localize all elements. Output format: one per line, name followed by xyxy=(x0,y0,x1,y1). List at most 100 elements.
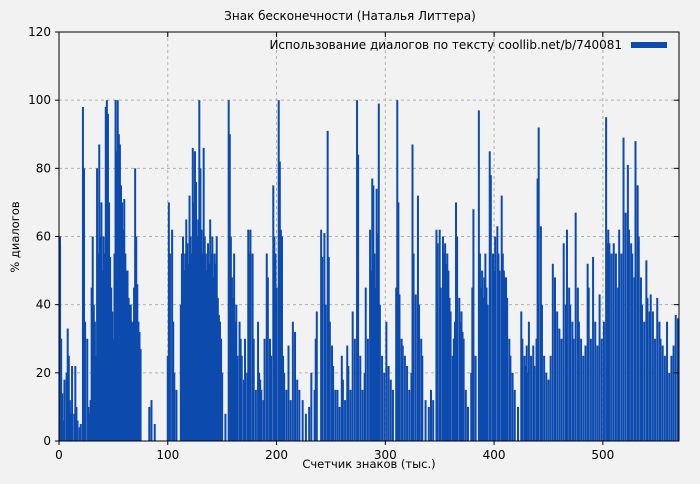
impulse-bar xyxy=(436,243,439,441)
impulse-bar xyxy=(314,338,317,441)
impulse-bar xyxy=(656,297,659,441)
impulse-bar xyxy=(661,345,664,441)
impulse-bar xyxy=(239,338,242,441)
impulse-bar xyxy=(175,389,178,441)
impulse-bar xyxy=(572,338,575,441)
impulse-bar xyxy=(582,355,585,441)
impulse-bar xyxy=(224,413,227,441)
legend-label: Использование диалогов по тексту coollib… xyxy=(269,38,622,52)
x-tick-label: 100 xyxy=(156,448,179,462)
impulse-bar xyxy=(120,185,122,441)
impulse-bar xyxy=(627,229,630,441)
impulse-bar xyxy=(586,263,589,441)
impulse-bar xyxy=(389,379,392,441)
impulse-bar xyxy=(275,287,278,441)
impulse-bar xyxy=(633,277,636,441)
impulse-bar xyxy=(270,355,273,441)
impulse-bar xyxy=(376,233,379,441)
impulse-bar xyxy=(668,372,671,441)
impulse-bar xyxy=(375,188,378,441)
impulse-bar xyxy=(324,304,327,441)
impulse-bar xyxy=(96,168,99,442)
impulse-bar xyxy=(455,202,458,441)
impulse-bar xyxy=(521,338,524,441)
impulse-bar xyxy=(287,345,290,441)
x-tick-label: 0 xyxy=(55,448,63,462)
impulse-bar xyxy=(207,243,210,441)
impulse-bar xyxy=(88,413,91,441)
impulse-bar xyxy=(527,321,530,441)
impulse-bar xyxy=(172,321,175,441)
impulse-bar xyxy=(190,253,193,441)
impulse-bar xyxy=(462,338,465,441)
impulse-bar xyxy=(598,294,601,441)
impulse-bar xyxy=(564,304,567,441)
impulse-bar xyxy=(171,229,174,441)
impulse-bar xyxy=(439,287,442,441)
impulse-bar xyxy=(320,229,323,441)
impulse-bar xyxy=(525,345,528,441)
impulse-bar xyxy=(111,311,114,441)
impulse-bar xyxy=(71,366,74,441)
impulse-bar xyxy=(200,229,203,441)
impulse-bar xyxy=(197,219,200,441)
impulse-bar xyxy=(474,355,477,441)
impulse-bar xyxy=(383,372,386,441)
impulse-bar xyxy=(78,427,81,441)
impulse-bar xyxy=(494,236,497,441)
impulse-bar xyxy=(313,389,316,441)
impulse-bar xyxy=(357,154,360,441)
impulse-bar xyxy=(213,253,216,441)
impulse-bar xyxy=(630,243,633,441)
impulse-bar xyxy=(396,100,399,442)
impulse-bar xyxy=(249,229,252,441)
impulse-bar xyxy=(398,294,401,441)
impulse-bar xyxy=(289,400,292,441)
impulse-bar xyxy=(92,304,95,441)
impulse-bar xyxy=(478,253,481,441)
impulse-bar xyxy=(543,355,546,441)
impulse-bar xyxy=(400,338,403,441)
impulse-bar xyxy=(94,355,97,441)
impulse-bar xyxy=(168,253,171,441)
impulse-bar xyxy=(323,233,326,441)
y-tick-label: 120 xyxy=(28,25,51,39)
impulse-bar xyxy=(556,311,559,441)
impulse-bar xyxy=(128,304,131,441)
impulse-bar xyxy=(449,311,452,441)
impulse-bar xyxy=(280,236,283,441)
impulse-bar xyxy=(121,202,124,441)
impulse-bar xyxy=(189,236,192,441)
impulse-bar xyxy=(198,100,201,442)
impulse-bar xyxy=(485,287,488,441)
impulse-bar xyxy=(391,389,394,441)
impulse-bar xyxy=(371,178,374,441)
impulse-bar xyxy=(296,379,299,441)
impulse-bar xyxy=(106,113,109,442)
impulse-bar xyxy=(420,338,423,441)
impulse-bar xyxy=(184,253,187,441)
impulse-bar xyxy=(353,338,356,441)
impulse-bar xyxy=(445,263,448,441)
impulse-bar xyxy=(493,270,496,441)
impulse-bar xyxy=(131,321,134,441)
y-tick-label: 60 xyxy=(36,230,51,244)
impulse-bar xyxy=(283,372,286,441)
y-tick-label: 80 xyxy=(36,161,51,175)
impulse-bar xyxy=(482,297,485,441)
impulse-bar xyxy=(110,287,113,441)
impulse-bar xyxy=(180,253,183,441)
impulse-bar xyxy=(351,311,354,441)
impulse-bar xyxy=(247,229,250,441)
impulse-bar xyxy=(65,372,68,441)
impulse-bar xyxy=(505,277,508,441)
impulse-bar xyxy=(331,345,334,441)
impulse-bar xyxy=(418,304,421,441)
impulse-bar xyxy=(663,355,666,441)
impulse-bar xyxy=(378,304,381,441)
impulse-bar xyxy=(637,236,640,441)
impulse-bar xyxy=(229,236,232,441)
impulse-bar xyxy=(242,379,245,441)
impulse-bar xyxy=(291,321,294,441)
impulse-bar xyxy=(240,355,243,441)
